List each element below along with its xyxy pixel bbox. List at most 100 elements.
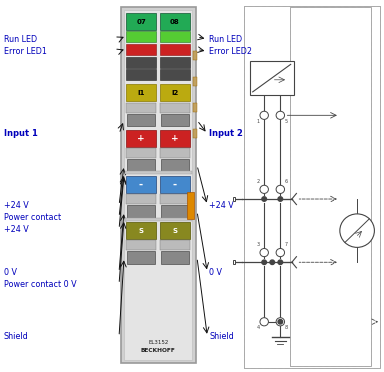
Text: Run LED: Run LED [4, 35, 37, 44]
Circle shape [262, 260, 266, 264]
Text: 07: 07 [136, 19, 146, 25]
Bar [127, 159, 155, 171]
Circle shape [260, 111, 268, 119]
Text: Shield: Shield [4, 332, 28, 341]
Circle shape [262, 197, 266, 201]
Text: I2: I2 [171, 90, 178, 96]
Bar [126, 240, 156, 250]
Circle shape [278, 260, 283, 264]
Bar [244, 6, 380, 368]
Text: Error LED1: Error LED1 [4, 47, 47, 56]
Bar [290, 7, 371, 366]
Bar [125, 218, 192, 221]
Text: 08: 08 [170, 19, 180, 25]
Bar [160, 69, 190, 80]
Bar [126, 103, 156, 113]
Circle shape [278, 320, 283, 324]
Bar [160, 148, 190, 158]
Bar [161, 114, 189, 126]
Bar [126, 84, 156, 101]
Bar [126, 57, 156, 68]
Text: +24 V: +24 V [209, 201, 234, 210]
Text: 1: 1 [257, 119, 260, 124]
Text: Input 1: Input 1 [4, 129, 38, 138]
Bar [126, 13, 156, 30]
Bar [160, 13, 190, 30]
Bar [160, 103, 190, 113]
Text: 8: 8 [285, 325, 288, 330]
Text: I1: I1 [137, 90, 145, 96]
Bar [125, 171, 192, 174]
Bar [126, 69, 156, 80]
Text: 5: 5 [285, 119, 288, 124]
Text: Input 2: Input 2 [209, 129, 243, 138]
Text: -: - [172, 180, 177, 189]
Bar [290, 7, 371, 366]
Bar [160, 176, 190, 193]
Text: Shield: Shield [209, 332, 234, 341]
Bar [160, 31, 190, 42]
Text: 3: 3 [257, 242, 260, 247]
Text: Run LED: Run LED [209, 35, 242, 44]
Text: 6: 6 [285, 179, 288, 184]
Circle shape [340, 214, 374, 247]
Text: Power contact 0 V: Power contact 0 V [4, 280, 76, 289]
Bar [124, 10, 192, 360]
Bar [126, 222, 156, 239]
Text: +24 V: +24 V [4, 201, 28, 210]
Bar [126, 130, 156, 147]
Text: S: S [139, 228, 144, 234]
Text: +24 V: +24 V [4, 225, 28, 234]
Bar [127, 114, 155, 126]
Circle shape [270, 260, 275, 264]
Bar [233, 197, 235, 201]
Bar [161, 159, 189, 171]
Bar [193, 103, 197, 112]
Circle shape [276, 248, 285, 257]
Text: EL3152: EL3152 [148, 340, 169, 345]
Text: 0 V: 0 V [4, 268, 17, 277]
Text: Error LED2: Error LED2 [209, 47, 252, 56]
Circle shape [276, 318, 285, 326]
Bar [126, 148, 156, 158]
Bar [233, 260, 235, 264]
Bar [126, 194, 156, 204]
Bar [193, 129, 197, 138]
Bar [193, 77, 197, 86]
Bar [161, 251, 189, 264]
Bar [160, 222, 190, 239]
Text: +: + [137, 134, 145, 143]
Bar [160, 44, 190, 55]
Text: S: S [172, 228, 177, 234]
Bar [160, 84, 190, 101]
Text: +: + [171, 134, 179, 143]
Circle shape [278, 197, 283, 201]
Bar [160, 57, 190, 68]
Text: BECKHOFF: BECKHOFF [141, 348, 176, 353]
Bar [160, 130, 190, 147]
Text: 4: 4 [257, 325, 260, 330]
Bar [127, 251, 155, 264]
Circle shape [276, 111, 285, 119]
Bar [126, 31, 156, 42]
Bar [244, 6, 380, 368]
Text: 2: 2 [257, 179, 260, 184]
Text: 7: 7 [285, 242, 288, 247]
Text: Power contact: Power contact [4, 213, 61, 222]
Circle shape [260, 318, 268, 326]
Bar [250, 61, 294, 95]
Bar [193, 51, 197, 60]
Bar [127, 205, 155, 218]
Circle shape [260, 248, 268, 257]
Bar [161, 205, 189, 218]
Bar [126, 176, 156, 193]
Circle shape [276, 185, 285, 193]
Text: 0 V: 0 V [209, 268, 222, 277]
Bar [187, 192, 194, 219]
Bar [126, 44, 156, 55]
Bar [121, 7, 196, 363]
Circle shape [260, 185, 268, 193]
Bar [160, 194, 190, 204]
Text: -: - [139, 180, 143, 189]
Bar [160, 240, 190, 250]
